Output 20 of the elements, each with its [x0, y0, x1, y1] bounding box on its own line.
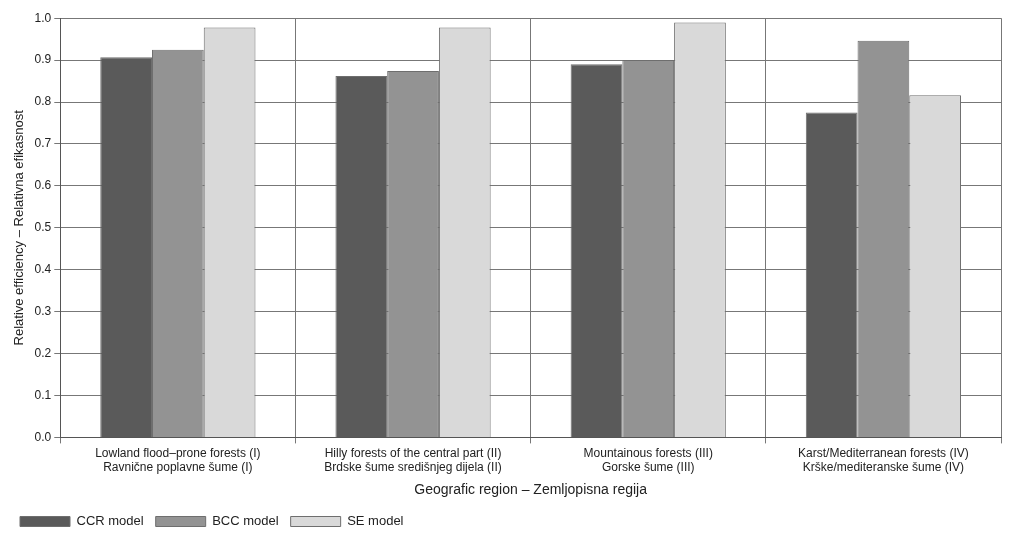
x-tick-label: Lowland flood–prone forests (I) Ravnične poplavne šume (I) [95, 445, 261, 475]
legend-label: SE model [347, 513, 404, 529]
y-tick-label: 0.3 [34, 303, 52, 318]
y-tick-label: 1.0 [34, 10, 52, 25]
y-tick-label: 0.6 [34, 178, 52, 193]
y-tick-label: 0.0 [34, 429, 52, 444]
y-axis-title: Relative efficiency – Relativna efikasnost [11, 109, 27, 346]
y-tick-label: 0.9 [34, 52, 52, 67]
x-tick-label: Hilly forests of the central part (II) Brdske šume središnjeg dijela (II) [324, 445, 502, 475]
y-tick-label: 0.1 [34, 387, 52, 402]
y-tick-label: 0.2 [34, 345, 52, 360]
y-tick-label: 0.5 [34, 220, 52, 235]
y-tick-label: 0.4 [34, 262, 52, 277]
x-axis-title: Geografic region – Zemljopisna regija [414, 481, 648, 498]
x-tick-label: Mountainous forests (III) Gorske šume (III) [583, 445, 713, 475]
legend-label: CCR model [76, 513, 144, 529]
y-tick-label: 0.8 [34, 94, 52, 109]
y-tick-label: 0.7 [34, 136, 52, 151]
x-tick-label: Karst/Mediterranean forests (IV) Krške/mediteranske šume (IV) [798, 445, 969, 475]
legend-label: BCC model [212, 513, 279, 529]
